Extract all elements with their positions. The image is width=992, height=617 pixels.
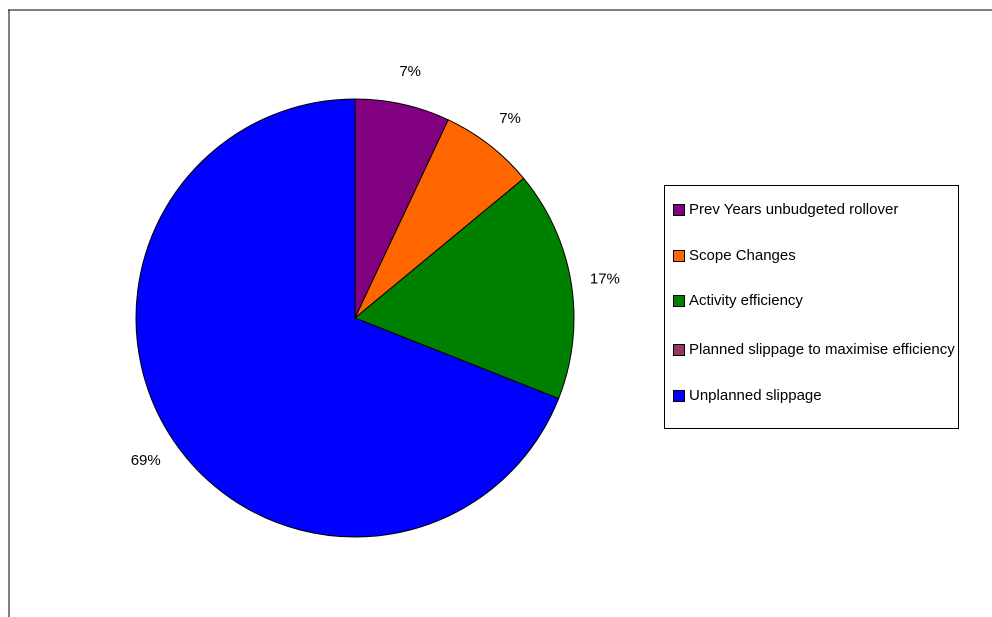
slice-data-label: 7% xyxy=(499,110,521,127)
legend-label: Unplanned slippage xyxy=(689,387,959,404)
legend-item: Planned slippage to maximise efficiency xyxy=(673,341,959,358)
pie-chart xyxy=(136,99,574,537)
legend-label: Scope Changes xyxy=(689,247,959,264)
legend-label: Prev Years unbudgeted rollover xyxy=(689,201,959,218)
legend-item: Prev Years unbudgeted rollover xyxy=(673,201,959,218)
legend-swatch xyxy=(673,344,685,356)
legend-swatch xyxy=(673,295,685,307)
legend-label: Activity efficiency xyxy=(689,292,959,309)
legend: Prev Years unbudgeted rollover Scope Cha… xyxy=(664,185,959,429)
slice-data-label: 69% xyxy=(131,452,161,469)
legend-swatch xyxy=(673,390,685,402)
legend-swatch xyxy=(673,250,685,262)
legend-swatch xyxy=(673,204,685,216)
legend-item: Scope Changes xyxy=(673,247,959,264)
legend-item: Activity efficiency xyxy=(673,292,959,309)
legend-item: Unplanned slippage xyxy=(673,387,959,404)
slice-data-label: 17% xyxy=(590,270,620,287)
legend-label: Planned slippage to maximise efficiency xyxy=(689,341,959,358)
slice-data-label: 7% xyxy=(399,63,421,80)
